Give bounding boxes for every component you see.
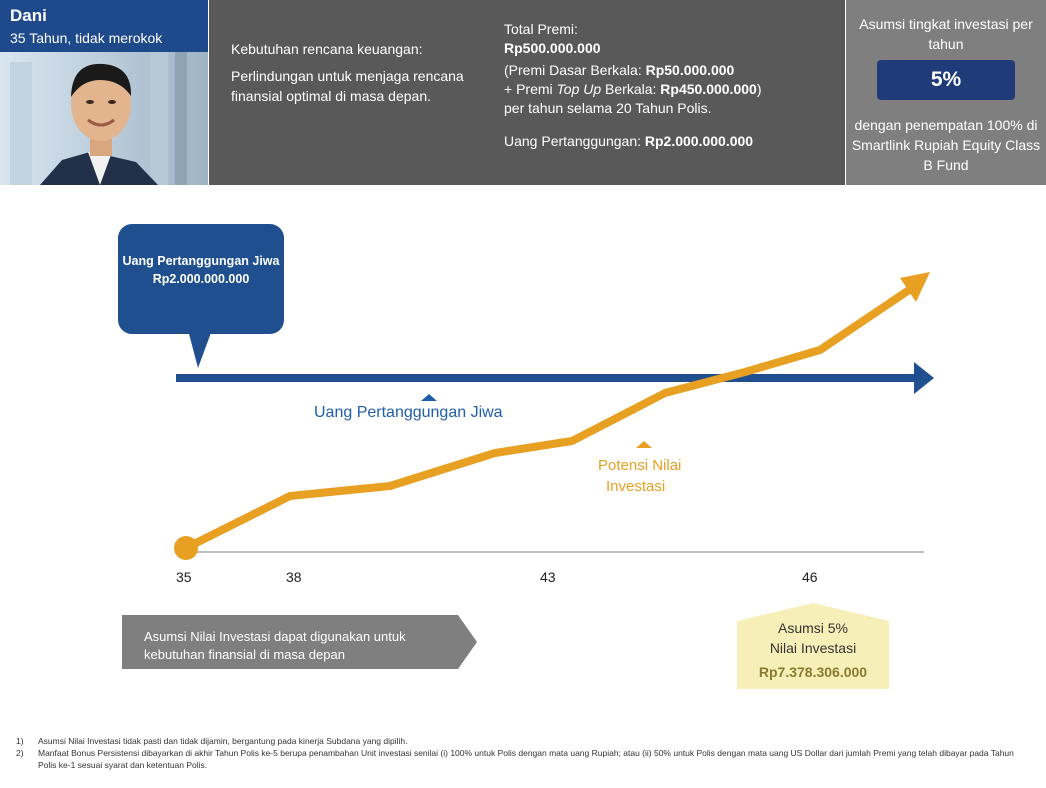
footnote-number: 2) <box>16 748 24 758</box>
result-line1: Asumsi 5% <box>777 620 849 636</box>
start-point <box>174 536 198 560</box>
profile-name: Dani <box>10 6 47 25</box>
topup-prefix: + Premi <box>504 81 557 97</box>
premium-period: per tahun selama 20 Tahun Polis. <box>504 100 712 116</box>
rate-value: 5% <box>930 68 962 91</box>
insurance-label: Uang Pertanggungan Jiwa <box>314 404 503 421</box>
needs-description: Perlindungan untuk menjaga rencana finan… <box>231 68 464 104</box>
investment-label-line1: Potensi Nilai <box>598 457 682 474</box>
needs-title: Kebutuhan rencana keuangan: <box>231 41 423 57</box>
investment-label-line2: Investasi <box>606 478 666 495</box>
footnote-1: 1) Asumsi Nilai Investasi tidak pasti da… <box>16 735 1032 747</box>
age-tick-38: 38 <box>286 569 302 585</box>
sum-assured: Uang Pertanggungan: Rp2.000.000.000 <box>504 133 753 149</box>
callout-pointer <box>188 330 212 368</box>
footnotes: 1) Asumsi Nilai Investasi tidak pasti da… <box>16 735 1032 771</box>
premium-total: Rp500.000.000 <box>504 40 601 56</box>
sum-assured-callout: Uang Pertanggungan Jiwa Rp2.000.000.000 <box>118 224 284 334</box>
footnote-2: 2) Manfaat Bonus Persistensi dibayarkan … <box>16 747 1032 771</box>
profile-header: Dani 35 Tahun, tidak merokok <box>0 0 208 52</box>
basic-premium-value: Rp50.000.000 <box>645 62 735 78</box>
profile-subtitle: 35 Tahun, tidak merokok <box>10 30 163 46</box>
usage-note: Asumsi Nilai Investasi dapat digunakan u… <box>144 629 406 662</box>
person-photo <box>0 52 208 185</box>
insurance-label-marker <box>421 394 437 401</box>
topup-value: Rp450.000.000 <box>660 81 757 97</box>
investment-line <box>184 284 915 552</box>
result-text: Asumsi 5% Nilai Investasi Rp7.378.306.00… <box>737 618 889 682</box>
callout-value: Rp2.000.000.000 <box>152 272 250 286</box>
result-line2: Nilai Investasi <box>769 640 857 656</box>
investment-label-marker <box>636 441 652 448</box>
premium-details: Total Premi: Rp500.000.000 (Premi Dasar … <box>504 20 834 118</box>
fund-description: dengan penempatan 100% di Smartlink Rupi… <box>851 117 1041 173</box>
sum-assured-label: Uang Pertanggungan: <box>504 133 645 149</box>
footnote-text: Manfaat Bonus Persistensi dibayarkan di … <box>38 748 1014 770</box>
assumption-panel: Asumsi tingkat investasi per tahun 5% de… <box>846 0 1046 185</box>
result-value: Rp7.378.306.000 <box>758 664 868 680</box>
assumption-title: Asumsi tingkat investasi per tahun <box>859 16 1033 52</box>
footnote-number: 1) <box>16 736 24 746</box>
topup-suffix: ) <box>756 81 762 97</box>
age-tick-46: 46 <box>802 569 818 585</box>
age-tick-43: 43 <box>540 569 556 585</box>
age-tick-35: 35 <box>176 569 192 585</box>
sum-assured-value: Rp2.000.000.000 <box>644 133 754 149</box>
topup-italic: Top Up <box>556 81 602 97</box>
rate-badge: 5% <box>877 60 1015 100</box>
usage-arrow-box <box>122 615 477 669</box>
profile-card: Dani 35 Tahun, tidak merokok <box>0 0 208 185</box>
callout-title: Uang Pertanggungan Jiwa <box>122 254 280 268</box>
investment-label: Potensi Nilai Investasi <box>598 455 681 497</box>
result-box <box>737 603 889 689</box>
plan-summary-panel: Kebutuhan rencana keuangan: Perlindungan… <box>209 0 845 185</box>
insurance-arrow-head <box>914 362 934 394</box>
investment-arrow-head <box>900 272 930 302</box>
footnote-text: Asumsi Nilai Investasi tidak pasti dan t… <box>38 736 408 746</box>
basic-premium-prefix: (Premi Dasar Berkala: <box>504 62 646 78</box>
premium-label: Total Premi: <box>504 21 578 37</box>
topup-mid: Berkala: <box>601 81 661 97</box>
